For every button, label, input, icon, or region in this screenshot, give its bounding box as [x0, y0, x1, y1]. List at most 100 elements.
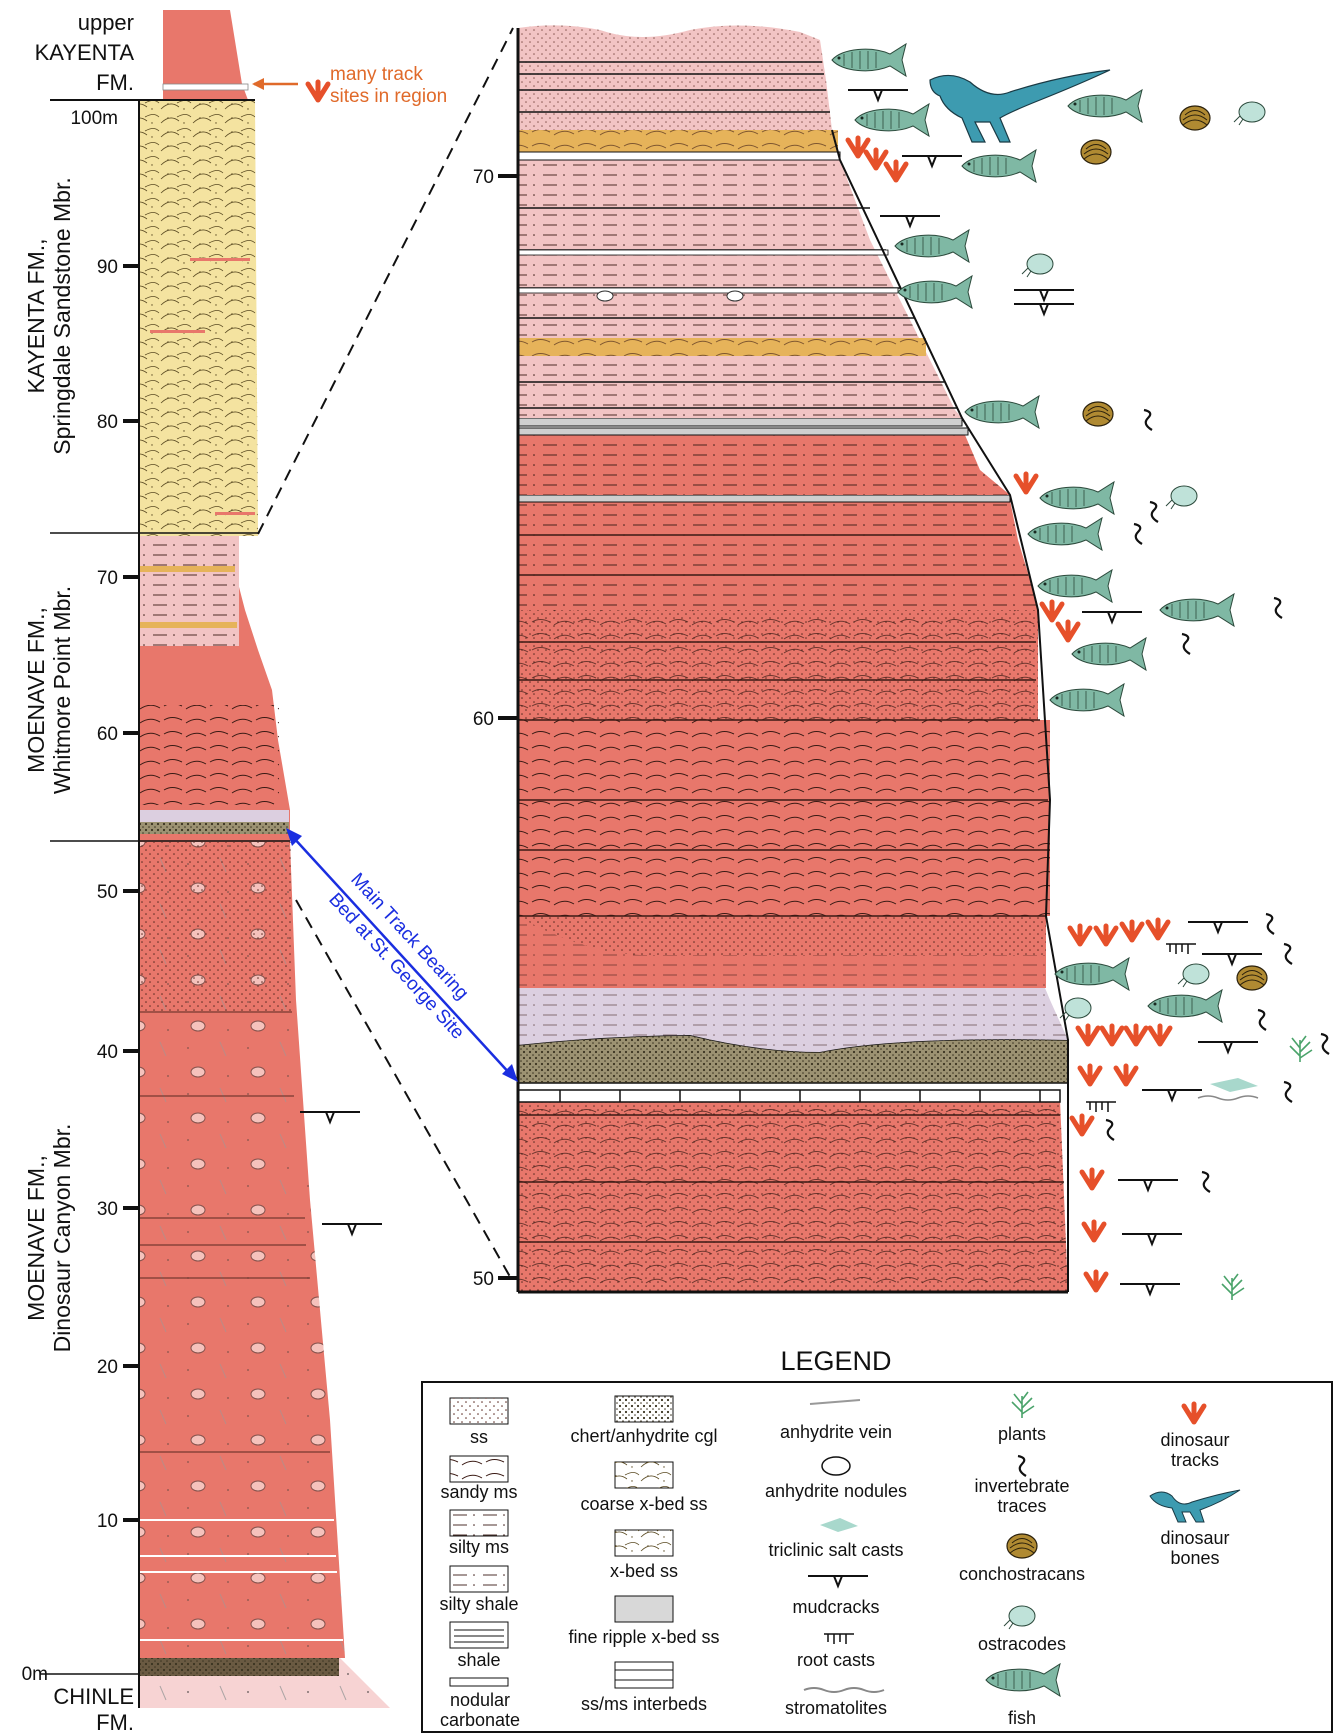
- legend-label: silty ms: [449, 1537, 509, 1557]
- legend-swatches-col1: [449, 1397, 509, 1687]
- axis-label: 0m: [22, 1664, 48, 1685]
- root-cast-icon: [1165, 943, 1197, 955]
- dinosaur-track-icon: [308, 82, 328, 100]
- mudcrack-icon: [1201, 953, 1263, 965]
- mudcrack-icon: [1141, 1089, 1203, 1101]
- stromatolite-icon: [803, 1687, 885, 1693]
- springdale-label: Springdale Sandstone Mbr.: [49, 177, 75, 454]
- fish-icon: [961, 149, 1037, 183]
- plant-icon: [1221, 1273, 1245, 1301]
- legend-label: dinosaur tracks: [1160, 1430, 1230, 1470]
- track-sites-annotation: many track: [330, 64, 423, 85]
- mudcrack-icon: [901, 155, 963, 167]
- legend-label: stromatolites: [785, 1698, 887, 1718]
- mudcrack-icon: [1013, 303, 1075, 315]
- dinosaur-track-icon: [886, 162, 906, 180]
- mudcrack-icon: [1187, 921, 1249, 933]
- mudcrack-icon: [847, 89, 909, 101]
- axis-label: 20: [97, 1357, 118, 1378]
- legend-title: LEGEND: [780, 1346, 891, 1376]
- fish-icon: [1037, 569, 1113, 603]
- fish-icon: [1027, 517, 1103, 551]
- mudcrack-icon: [299, 1111, 361, 1123]
- invertebrate-trace-icon: [1142, 408, 1154, 432]
- legend-label: root casts: [797, 1650, 875, 1670]
- fish-icon: [894, 229, 970, 263]
- legend-label-wrap: dinosaur bones: [1160, 1528, 1230, 1568]
- axis-label: 100m: [70, 108, 118, 129]
- dinosaur-track-icon: [1042, 602, 1062, 620]
- mudcrack-icon: [1081, 611, 1143, 623]
- invertebrate-trace-icon: [1148, 500, 1160, 524]
- fish-icon: [1071, 637, 1147, 671]
- upper-kayenta-label: upper: [78, 10, 134, 35]
- ostracode-icon: [1021, 253, 1054, 278]
- legend-label: ss/ms interbeds: [581, 1694, 707, 1714]
- axis-label: 80: [97, 412, 118, 433]
- fish-icon: [964, 395, 1040, 429]
- mudcrack-icon: [879, 215, 941, 227]
- whitmore-label: Whitmore Point Mbr.: [49, 586, 75, 794]
- dinosaur-bone-icon: [1149, 1489, 1241, 1523]
- anhydrite-nodule-icon: [821, 1456, 851, 1476]
- dinosaur-track-icon: [1096, 926, 1116, 944]
- invertebrate-trace-icon: [1256, 1008, 1268, 1032]
- axis-label: 50: [473, 1269, 494, 1290]
- legend-label-wrap: nodular carbonate: [439, 1690, 521, 1730]
- mudcrack-icon: [1119, 1283, 1181, 1295]
- salt-cast-icon: [820, 1518, 858, 1532]
- legend-label-wrap: invertebrate traces: [974, 1476, 1069, 1516]
- plant-icon: [1289, 1035, 1313, 1063]
- fish-icon: [854, 103, 930, 137]
- invertebrate-trace-icon: [1282, 942, 1294, 966]
- right-column: [516, 25, 1069, 1294]
- correlation-lines: [257, 27, 514, 1283]
- legend-label: ss: [470, 1427, 488, 1447]
- root-cast-icon: [1085, 1101, 1117, 1113]
- legend-label: silty shale: [439, 1594, 518, 1614]
- left-axis-ticks: [123, 264, 139, 1522]
- salt-cast-icon: [1210, 1078, 1258, 1092]
- springdale-label: KAYENTA FM.,: [23, 238, 49, 393]
- fish-icon: [1147, 989, 1223, 1023]
- legend-box: [421, 1381, 1333, 1733]
- axis-label: 70: [97, 568, 118, 589]
- dinosaur-track-icon: [1126, 1026, 1146, 1044]
- legend-swatches-col2: [614, 1395, 674, 1689]
- conchostracan-icon: [1179, 105, 1211, 131]
- dinosaur-track-icon: [1016, 474, 1036, 492]
- legend-label: x-bed ss: [610, 1561, 678, 1581]
- legend-label: fish: [1008, 1708, 1036, 1728]
- legend-label: fine ripple x-bed ss: [568, 1627, 719, 1647]
- track-sites-arrow: [252, 78, 328, 100]
- invertebrate-trace-icon: [1104, 1118, 1116, 1142]
- ostracode-icon: [1177, 963, 1210, 988]
- dinosaur-track-icon: [1086, 1272, 1106, 1290]
- legend-label: sandy ms: [440, 1482, 517, 1502]
- axis-label: 90: [97, 257, 118, 278]
- fossil-symbols: [831, 43, 1331, 1301]
- legend-label: chert/anhydrite cgl: [570, 1426, 717, 1446]
- legend-label: nodular carbonate: [439, 1690, 521, 1730]
- axis-label: 40: [97, 1042, 118, 1063]
- fish-icon: [831, 43, 907, 77]
- upper-kayenta-label: FM.: [96, 70, 134, 95]
- conchostracan-icon: [1080, 139, 1112, 165]
- legend-label: dinosaur bones: [1160, 1528, 1230, 1568]
- invertebrate-trace-icon: [1282, 1080, 1294, 1104]
- fish-icon: [1039, 481, 1115, 515]
- dinosaur-track-icon: [1078, 1026, 1098, 1044]
- dinosaur-track-icon: [1116, 1066, 1136, 1084]
- chinle-label: FM.: [96, 1710, 134, 1733]
- dinosaur-track-icon: [866, 150, 886, 168]
- mudcrack-icon: [1121, 1233, 1183, 1245]
- legend-label: anhydrite nodules: [765, 1481, 907, 1501]
- invertebrate-trace-icon: [1132, 522, 1144, 546]
- fish-icon: [1159, 593, 1235, 627]
- mudcrack-icon: [321, 1223, 383, 1235]
- fish-icon: [897, 275, 973, 309]
- upper-kayenta-unit: [163, 10, 248, 100]
- anhydrite-vein-icon: [809, 1399, 861, 1405]
- axis-label: 60: [97, 724, 118, 745]
